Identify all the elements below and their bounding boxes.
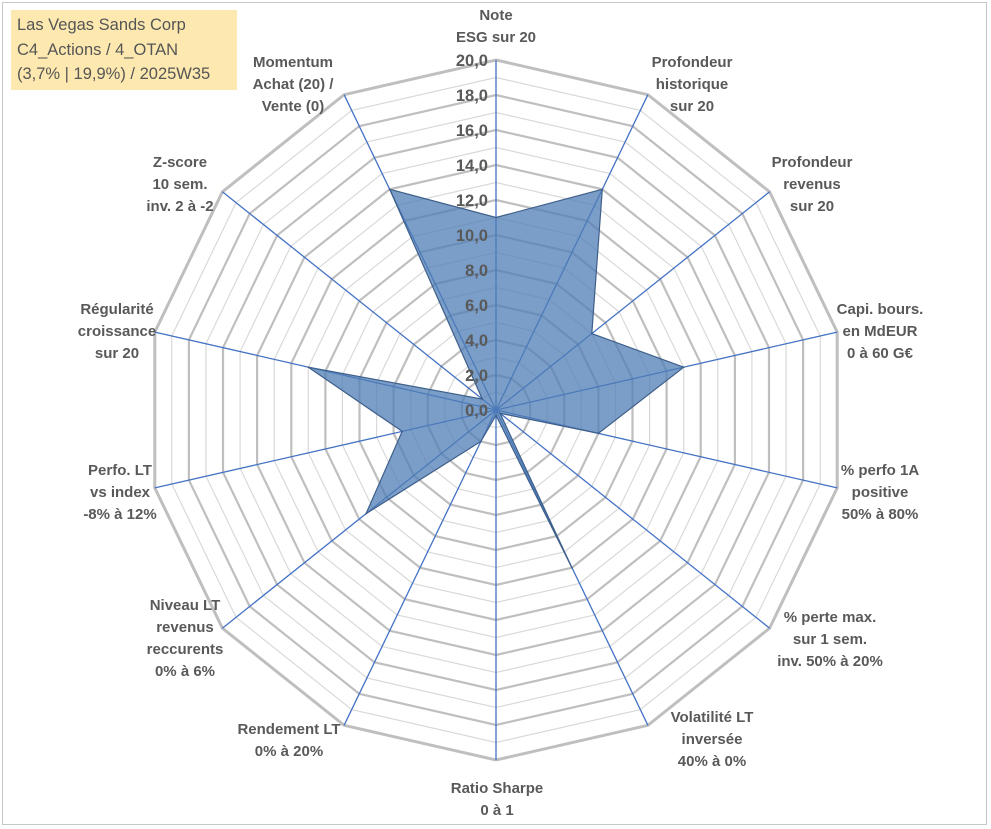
tick-label: 16,0: [456, 122, 488, 140]
tick-label: 20,0: [456, 52, 488, 70]
radar-tick-labels: 0,0 2,0 4,0 6,0 8,0 10,0 12,0 14,0 16,0 18,0 20,0: [456, 52, 488, 420]
axis-spoke: [343, 409, 497, 726]
series-point: [388, 188, 391, 191]
axis-label: Niveau LT revenus reccurents 0% à 6%: [147, 597, 224, 680]
series-point: [591, 332, 593, 335]
tick-label: 18,0: [456, 87, 488, 105]
tick-label: 6,0: [465, 297, 488, 315]
tick-label: 4,0: [465, 332, 488, 350]
series-point: [307, 366, 310, 369]
axis-spoke: [221, 191, 497, 411]
axis-label: Ratio Sharpe 0 à 1: [451, 780, 544, 819]
axis-label: Momentum Achat (20) / Vente (0): [253, 54, 335, 115]
axis-label: Profondeur revenus sur 20: [772, 154, 853, 215]
tick-label: 14,0: [456, 157, 488, 175]
series-point: [481, 398, 484, 400]
series-point: [601, 188, 604, 191]
series-point: [571, 566, 573, 569]
tick-label: 8,0: [465, 262, 488, 280]
series-point: [499, 412, 501, 415]
tick-label: 2,0: [465, 367, 488, 385]
axis-label: % perfo 1A positive 50% à 80%: [841, 462, 920, 523]
axis-spoke: [495, 409, 771, 629]
series-point: [597, 432, 600, 435]
series-point: [480, 440, 482, 443]
stats-line: (3,7% | 19,9%) / 2025W35: [17, 65, 211, 83]
axis-label: Rendement LT 0% à 20%: [237, 721, 340, 760]
series-point: [682, 366, 685, 369]
axis-label: % perte max. sur 1 sem. inv. 50% à 20%: [777, 609, 883, 670]
axis-label: Note ESG sur 20: [456, 7, 536, 46]
axis-label: Profondeur historique sur 20: [652, 54, 733, 115]
series-point: [401, 430, 404, 433]
series-point: [365, 512, 367, 515]
radar-series: [307, 188, 685, 569]
series-point: [495, 414, 497, 417]
info-box: Las Vegas Sands Corp C4_Actions / 4_OTAN…: [11, 10, 237, 90]
tick-label: 10,0: [456, 227, 488, 245]
category-line: C4_Actions / 4_OTAN: [17, 40, 179, 59]
axis-label: Perfo. LT vs index -8% à 12%: [83, 462, 156, 523]
company-name: Las Vegas Sands Corp: [17, 16, 186, 34]
axis-label: Capi. bours. en MdEUR 0 à 60 G€: [837, 301, 924, 362]
series-point: [495, 216, 497, 219]
axis-label: Régularité croissance sur 20: [78, 301, 156, 362]
axis-label: Z-score 10 sem. inv. 2 à -2: [146, 154, 213, 215]
axis-label: Volatilité LT inversée 40% à 0%: [671, 709, 754, 770]
radar-axis-labels: Note ESG sur 20 Profondeur historique sur 20…: [78, 7, 924, 819]
tick-label: 12,0: [456, 192, 488, 210]
tick-label: 0,0: [465, 402, 488, 420]
